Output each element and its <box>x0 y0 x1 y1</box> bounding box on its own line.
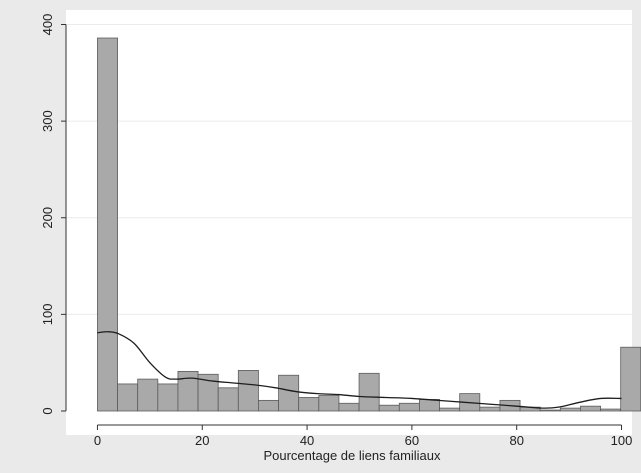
x-tick-label-20: 20 <box>195 433 209 448</box>
x-axis-label: Pourcentage de liens familiaux <box>263 448 441 463</box>
histogram-bar-19 <box>479 406 501 412</box>
x-tick-label-100: 100 <box>611 433 633 448</box>
histogram-bar-3 <box>157 383 179 412</box>
x-tick-label-40: 40 <box>300 433 314 448</box>
x-tick-label-0: 0 <box>94 433 101 448</box>
histogram-bar-15 <box>398 402 420 412</box>
histogram-bar-10 <box>298 397 320 412</box>
grid-lines <box>66 23 632 315</box>
histogram-bar-17 <box>439 407 461 412</box>
histogram-bar-11 <box>318 395 340 412</box>
histogram-bar-26 <box>620 346 641 412</box>
y-tick-label-200: 200 <box>40 207 55 229</box>
histogram-bar-16 <box>419 399 440 412</box>
histogram-bar-2 <box>137 378 159 412</box>
histogram-bar-22 <box>539 409 561 412</box>
histogram-bars <box>97 37 641 412</box>
histogram-bar-1 <box>117 383 139 412</box>
axes: 0 100 200 300 400 0 20 40 60 80 100 <box>40 14 632 448</box>
histogram-bar-0 <box>97 37 118 412</box>
y-tick-label-0: 0 <box>40 407 55 414</box>
histogram-bar-13 <box>358 372 380 412</box>
histogram-bar-25 <box>600 408 622 412</box>
histogram-bar-6 <box>217 387 239 412</box>
x-tick-label-80: 80 <box>509 433 523 448</box>
histogram-bar-8 <box>258 399 279 412</box>
density-curve-layer <box>97 331 622 409</box>
histogram-bar-9 <box>278 374 300 412</box>
density-curve <box>97 331 622 409</box>
y-tick-label-400: 400 <box>40 14 55 36</box>
histogram-bar-4 <box>177 370 199 412</box>
histogram-bar-14 <box>378 404 400 412</box>
y-tick-label-100: 100 <box>40 304 55 326</box>
histogram-bar-12 <box>338 402 360 412</box>
histogram-bar-7 <box>237 370 259 412</box>
y-tick-label-300: 300 <box>40 110 55 132</box>
histogram-bar-24 <box>580 405 601 412</box>
plot-area <box>66 10 632 435</box>
x-tick-label-60: 60 <box>405 433 419 448</box>
histogram-bar-23 <box>559 407 581 412</box>
